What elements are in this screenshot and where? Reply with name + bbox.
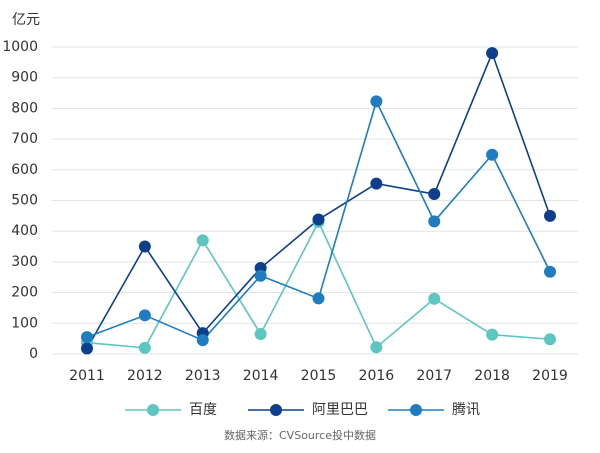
y-tick-label: 600 bbox=[11, 162, 38, 178]
source-note: 数据来源：CVSource投中数据 bbox=[224, 428, 376, 442]
y-tick-label: 1000 bbox=[2, 39, 38, 55]
data-point bbox=[81, 331, 93, 344]
data-point bbox=[81, 342, 93, 355]
x-tick-label: 2012 bbox=[127, 368, 163, 384]
data-point bbox=[428, 215, 441, 228]
data-point bbox=[370, 95, 383, 108]
data-point bbox=[196, 334, 209, 347]
data-point bbox=[544, 265, 556, 278]
legend-marker bbox=[147, 404, 159, 416]
data-point bbox=[428, 188, 441, 201]
data-point bbox=[544, 333, 556, 346]
data-point bbox=[254, 269, 267, 282]
x-tick-label: 2018 bbox=[474, 368, 510, 384]
data-point bbox=[428, 292, 441, 305]
y-tick-label: 700 bbox=[11, 131, 38, 147]
x-tick-label: 2017 bbox=[416, 368, 452, 384]
data-point bbox=[312, 292, 325, 305]
legend-label: 腾讯 bbox=[452, 401, 480, 418]
series-line bbox=[86, 220, 551, 349]
x-tick-label: 2013 bbox=[185, 368, 221, 384]
x-tick-label: 2016 bbox=[359, 368, 395, 384]
data-point bbox=[544, 209, 556, 222]
y-axis-label: 亿元 bbox=[12, 12, 40, 28]
legend-label: 阿里巴巴 bbox=[312, 402, 368, 418]
data-point bbox=[138, 309, 151, 322]
y-tick-label: 100 bbox=[11, 315, 38, 331]
y-tick-label: 900 bbox=[11, 70, 38, 86]
data-point bbox=[254, 328, 267, 341]
data-point bbox=[138, 240, 151, 253]
x-tick-label: 2015 bbox=[301, 368, 337, 384]
y-tick-label: 800 bbox=[11, 100, 38, 116]
legend-marker bbox=[410, 404, 422, 416]
y-tick-label: 200 bbox=[11, 285, 38, 301]
data-point bbox=[370, 177, 383, 190]
data-point bbox=[138, 341, 151, 354]
y-tick-label: 0 bbox=[29, 346, 38, 362]
x-tick-label: 2011 bbox=[69, 368, 105, 384]
legend-marker bbox=[270, 404, 282, 416]
data-point bbox=[370, 341, 383, 354]
data-point bbox=[486, 328, 499, 341]
data-point bbox=[196, 234, 209, 247]
data-point bbox=[486, 148, 499, 161]
y-tick-label: 300 bbox=[11, 254, 38, 270]
data-point bbox=[486, 47, 499, 60]
x-tick-label: 2014 bbox=[243, 368, 279, 384]
y-tick-label: 500 bbox=[11, 193, 38, 209]
x-tick-label: 2019 bbox=[532, 368, 568, 384]
data-point bbox=[312, 213, 325, 226]
legend-label: 百度 bbox=[189, 402, 217, 418]
y-tick-label: 400 bbox=[11, 223, 38, 239]
